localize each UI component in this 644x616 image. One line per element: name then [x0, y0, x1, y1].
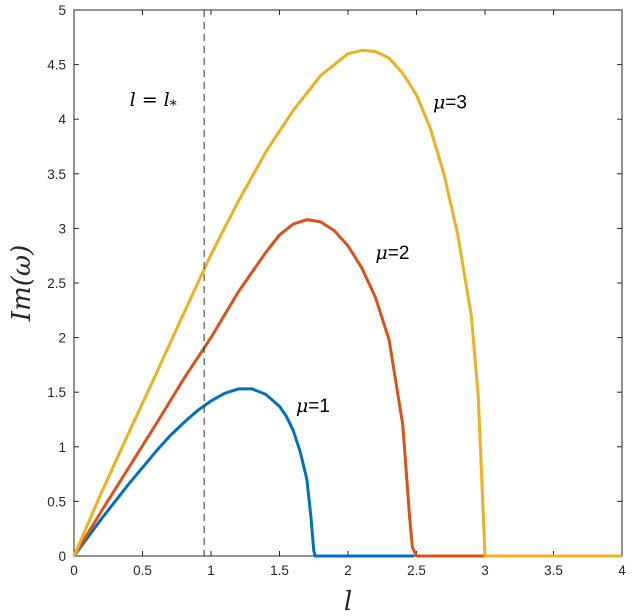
y-tick-label: 3.5	[47, 167, 66, 182]
series-label-mu3: μ=3	[433, 91, 467, 113]
y-tick-label: 4	[58, 112, 66, 127]
x-tick-label: 2.5	[407, 563, 426, 578]
x-tick-label: 3.5	[544, 563, 563, 578]
y-axis: 0 0.5 1 1.5 2 2.5 3 3.5 4 4.5 5	[47, 3, 622, 564]
x-axis: 0 0.5 1 1.5 2 2.5 3 3.5 4	[70, 10, 626, 578]
y-tick-label: 1.5	[47, 385, 66, 400]
y-axis-label: Im(ω)	[7, 245, 37, 322]
y-tick-label: 5	[58, 3, 66, 18]
x-tick-label: 2	[344, 563, 352, 578]
x-tick-label: 1	[207, 563, 215, 578]
series-label-mu1: μ=1	[296, 395, 330, 417]
x-tick-label: 0.5	[133, 563, 152, 578]
x-tick-label: 3	[481, 563, 489, 578]
y-tick-label: 1	[58, 440, 66, 455]
y-tick-label: 3	[58, 221, 66, 236]
y-tick-label: 0	[58, 549, 66, 564]
x-axis-label: l	[344, 587, 352, 616]
series-layer	[72, 10, 622, 558]
critical-l-label: l = l*	[130, 89, 177, 114]
x-tick-label: 0	[70, 563, 78, 578]
series-label-mu2: μ=2	[375, 242, 409, 264]
y-tick-label: 4.5	[47, 58, 66, 73]
y-tick-label: 2.5	[47, 276, 66, 291]
y-tick-label: 2	[58, 331, 66, 346]
y-tick-label: 0.5	[47, 494, 66, 509]
x-tick-label: 1.5	[270, 563, 289, 578]
x-tick-label: 4	[618, 563, 626, 578]
series-line-mu2	[72, 218, 485, 558]
series-line-mu1	[72, 387, 414, 558]
series-line-mu3	[72, 48, 622, 558]
annotations: μ=1 μ=2 μ=3 l = l*	[130, 89, 467, 417]
plot-area: 0 0.5 1 1.5 2 2.5 3 3.5 4 00.511.522.533.544.55 …	[47, 3, 626, 578]
